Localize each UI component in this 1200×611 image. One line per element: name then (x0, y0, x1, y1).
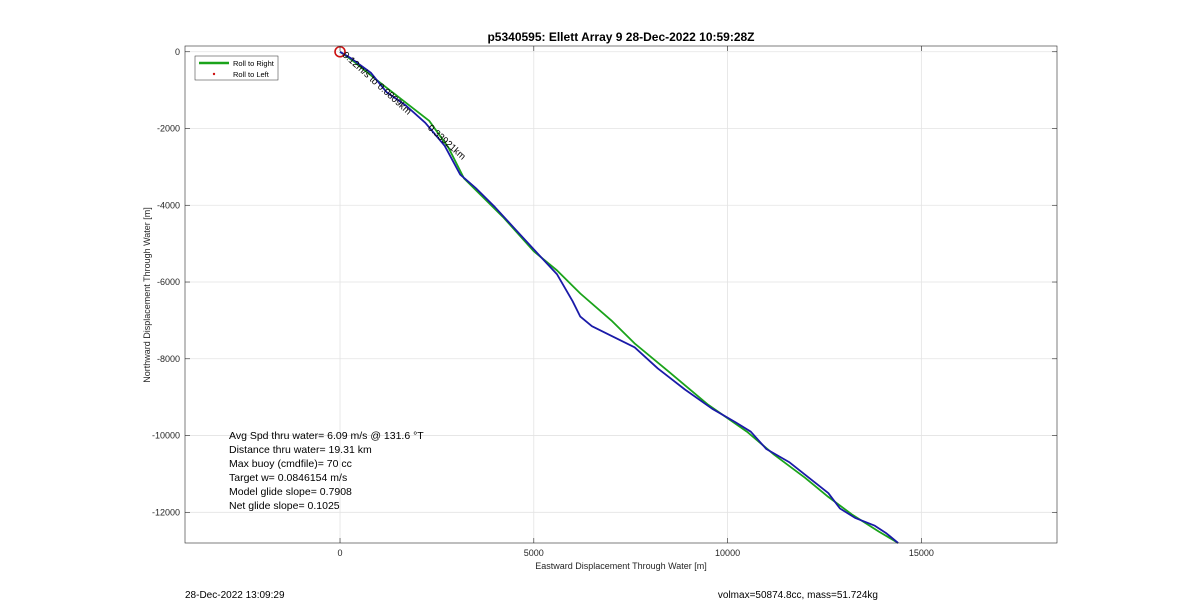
y-tick-label: -2000 (157, 124, 180, 134)
x-tick-label: 15000 (909, 548, 934, 558)
stat-net-glide: Net glide slope= 0.1025 (229, 500, 340, 512)
axes-box (184, 45, 1058, 544)
y-axis-label: Northward Displacement Through Water [m] (142, 207, 152, 383)
legend-box (194, 55, 279, 81)
series-track-line (339, 51, 899, 544)
x-axis-ticks: 0 5000 10000 15000 (338, 46, 934, 558)
legend-label-roll-right: Roll to Right (233, 59, 275, 68)
y-tick-label: -10000 (152, 431, 180, 441)
stat-avg-speed: Avg Spd thru water= 6.09 m/s @ 131.6 °T (229, 430, 424, 442)
stat-target-w: Target w= 0.0846154 m/s (229, 472, 347, 484)
footer-vol-mass: volmax=50874.8cc, mass=51.724kg (718, 590, 878, 601)
stat-max-buoy: Max buoy (cmdfile)= 70 cc (229, 458, 352, 470)
stats-block: Avg Spd thru water= 6.09 m/s @ 131.6 °T … (229, 430, 424, 512)
legend-swatch-roll-left (212, 72, 216, 76)
y-tick-label: -8000 (157, 354, 180, 364)
footer-timestamp: 28-Dec-2022 13:09:29 (185, 590, 285, 601)
series-roll-right-line (339, 51, 899, 544)
stat-distance: Distance thru water= 19.31 km (229, 444, 372, 456)
chart-title: p5340595: Ellett Array 9 28-Dec-2022 10:… (487, 30, 754, 44)
x-tick-label: 0 (338, 548, 343, 558)
y-tick-label: 0 (175, 47, 180, 57)
y-axis-ticks: 0 -2000 -4000 -6000 -8000 -10000 -12000 (152, 47, 1057, 517)
grid (185, 46, 1057, 543)
x-axis-label: Eastward Displacement Through Water [m] (535, 561, 707, 571)
x-tick-label: 10000 (715, 548, 740, 558)
y-tick-label: -6000 (157, 277, 180, 287)
stat-model-glide: Model glide slope= 0.7908 (229, 486, 352, 498)
x-tick-label: 5000 (524, 548, 544, 558)
legend-label-roll-left: Roll to Left (233, 70, 270, 79)
y-tick-label: -12000 (152, 507, 180, 517)
y-tick-label: -4000 (157, 200, 180, 210)
legend: Roll to Right Roll to Left (194, 55, 279, 81)
